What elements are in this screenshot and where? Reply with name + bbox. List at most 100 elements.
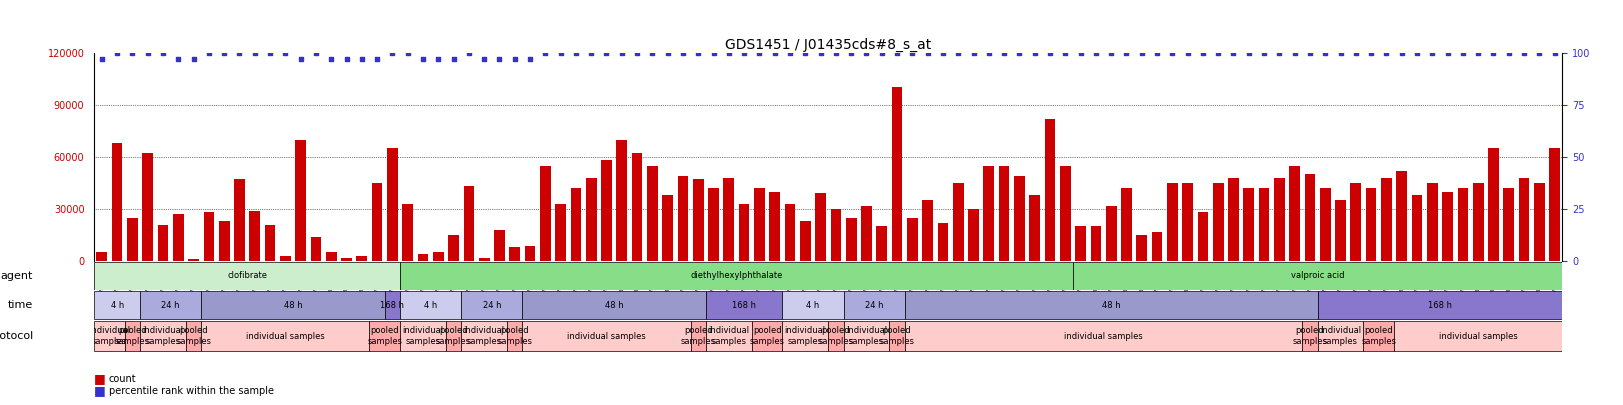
Bar — [784, 204, 795, 261]
Point — [1326, 49, 1352, 56]
Point — [1540, 49, 1566, 56]
Bar — [1503, 188, 1513, 261]
Bar — [984, 166, 993, 261]
Bar — [341, 258, 352, 261]
Bar — [953, 183, 962, 261]
Bar — [842, 321, 889, 352]
Bar — [506, 321, 523, 352]
Bar — [693, 179, 703, 261]
Bar — [1073, 262, 1561, 290]
Point — [1526, 49, 1552, 56]
Text: pooled
samples: pooled samples — [1292, 326, 1326, 346]
Point — [854, 49, 880, 56]
Text: 48 h: 48 h — [1100, 301, 1120, 309]
Bar — [1029, 195, 1039, 261]
Bar — [310, 237, 321, 261]
Point — [1342, 49, 1368, 56]
Text: 24 h: 24 h — [865, 301, 883, 309]
Point — [685, 49, 711, 56]
Point — [1464, 49, 1490, 56]
Point — [1173, 49, 1199, 56]
Bar — [1243, 188, 1253, 261]
Point — [502, 55, 527, 62]
Text: valproic acid: valproic acid — [1290, 271, 1344, 280]
Bar — [140, 321, 185, 352]
Point — [1419, 49, 1444, 56]
Bar — [94, 262, 399, 290]
Bar — [539, 166, 550, 261]
Text: 4 h: 4 h — [110, 301, 123, 309]
Text: individual samples: individual samples — [566, 332, 646, 341]
Point — [730, 49, 756, 56]
Bar — [751, 321, 782, 352]
Bar — [234, 179, 245, 261]
Bar — [250, 211, 260, 261]
Bar — [1120, 188, 1131, 261]
Bar — [1518, 178, 1529, 261]
Bar — [891, 87, 902, 261]
Bar — [1456, 188, 1467, 261]
Bar — [1013, 176, 1024, 261]
Point — [609, 49, 635, 56]
Bar — [829, 209, 841, 261]
Bar — [1044, 119, 1055, 261]
Point — [1143, 49, 1169, 56]
Point — [899, 49, 925, 56]
Bar — [386, 148, 398, 261]
Point — [318, 55, 344, 62]
Point — [380, 49, 406, 56]
Point — [135, 49, 161, 56]
Text: individual samples: individual samples — [1063, 332, 1143, 341]
Point — [1021, 49, 1047, 56]
Text: pooled
samples: pooled samples — [880, 326, 914, 346]
Text: individual samples: individual samples — [245, 332, 325, 341]
Point — [425, 55, 451, 62]
Text: pooled
samples: pooled samples — [175, 326, 211, 346]
Bar — [1289, 166, 1300, 261]
Point — [1357, 49, 1383, 56]
Point — [776, 49, 802, 56]
Bar — [127, 218, 138, 261]
Point — [471, 55, 497, 62]
Text: pooled
samples: pooled samples — [115, 326, 149, 346]
Bar — [1136, 235, 1146, 261]
Point — [456, 49, 482, 56]
Point — [1220, 49, 1246, 56]
Point — [89, 55, 115, 62]
Bar — [936, 223, 948, 261]
Point — [823, 49, 849, 56]
Text: 24 h: 24 h — [482, 301, 502, 309]
Bar — [461, 291, 523, 319]
Bar — [904, 291, 1316, 319]
Bar — [662, 195, 672, 261]
Bar — [998, 166, 1010, 261]
Bar — [967, 209, 979, 261]
Point — [547, 49, 573, 56]
Bar — [372, 183, 383, 261]
Point — [930, 49, 956, 56]
Point — [1066, 49, 1092, 56]
Text: agent: agent — [0, 271, 32, 281]
Text: individual
samples: individual samples — [708, 326, 748, 346]
Point — [1297, 49, 1323, 56]
Bar — [1534, 183, 1543, 261]
Bar — [1472, 183, 1483, 261]
Point — [578, 49, 604, 56]
Text: individual
samples: individual samples — [1319, 326, 1360, 346]
Text: 4 h: 4 h — [807, 301, 820, 309]
Text: ■: ■ — [94, 372, 105, 385]
Point — [487, 55, 513, 62]
Point — [1373, 49, 1399, 56]
Bar — [1410, 195, 1422, 261]
Bar — [586, 178, 596, 261]
Bar — [523, 291, 706, 319]
Text: 168 h: 168 h — [380, 301, 404, 309]
Point — [1037, 49, 1063, 56]
Bar — [738, 204, 750, 261]
Bar — [1548, 148, 1560, 261]
Text: individual samples: individual samples — [1438, 332, 1516, 341]
Point — [1097, 49, 1123, 56]
Point — [1204, 49, 1230, 56]
Bar — [842, 291, 904, 319]
Bar — [1316, 321, 1363, 352]
